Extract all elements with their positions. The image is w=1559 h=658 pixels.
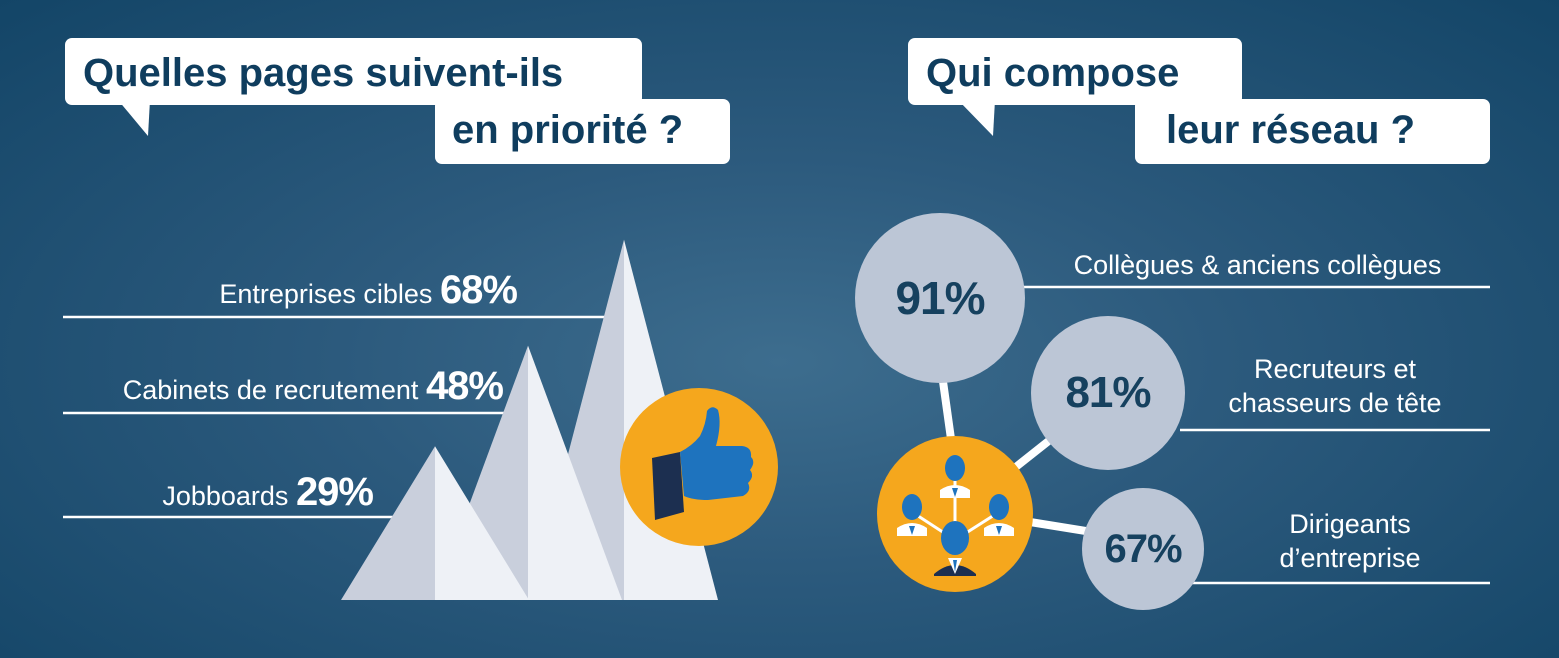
title-right-line1: Qui compose	[926, 51, 1180, 95]
net-label-recruteurs: Recruteurs et chasseurs de tête	[1190, 352, 1480, 420]
title-bubble-left-line2: en priorité ?	[435, 99, 730, 164]
peak-jobboards-shadow-face	[341, 446, 435, 600]
title-bubble-right-line1: Qui compose	[908, 38, 1242, 105]
network-people-icon	[877, 436, 1033, 592]
category-label-line2: d’entreprise	[1279, 543, 1421, 573]
category-label: Jobboards	[162, 481, 289, 511]
circle-pct-91: 91%	[895, 272, 985, 324]
circle-pct-67: 67%	[1104, 526, 1182, 571]
circle-67	[1082, 488, 1204, 610]
category-label-line2: chasseurs de tête	[1228, 388, 1442, 418]
net-label-dirigeants: Dirigeants d’entreprise	[1210, 507, 1490, 575]
title-right-line2: leur réseau ?	[1166, 108, 1416, 152]
title-bubble-left-line1: Quelles pages suivent-ils	[65, 38, 642, 105]
stat-label-cabinets: Cabinets de recrutement 48%	[122, 364, 504, 409]
category-label-line1: Dirigeants	[1289, 509, 1411, 539]
bubble-tail-right	[958, 100, 995, 136]
peak-jobboards	[341, 446, 529, 600]
category-label-line1: Recruteurs et	[1253, 354, 1417, 384]
category-label: Entreprises cibles	[219, 279, 433, 309]
category-label: Cabinets de recrutement	[122, 375, 419, 405]
category-label: Collègues & anciens collègues	[1073, 250, 1442, 280]
value-label: 68%	[439, 268, 518, 312]
connector-67	[1029, 518, 1093, 536]
peak-jobboards-light-face	[435, 446, 529, 600]
circle-pct-81: 81%	[1065, 368, 1151, 417]
bubble-tail-left	[118, 100, 150, 136]
net-label-collegues: Collègues & anciens collègues	[1030, 248, 1485, 282]
title-bubble-right-line2: leur réseau ?	[1135, 99, 1490, 164]
thumbs-up-icon	[620, 388, 778, 546]
circle-81	[1031, 316, 1185, 470]
stat-label-jobboards: Jobboards 29%	[162, 470, 374, 515]
title-left-line2: en priorité ?	[452, 108, 684, 152]
value-label: 29%	[295, 470, 374, 514]
title-left-line1: Quelles pages suivent-ils	[83, 51, 564, 95]
peak-entreprises-shadow-face	[530, 239, 624, 600]
stat-label-entreprises: Entreprises cibles 68%	[219, 268, 518, 313]
circle-91	[855, 213, 1025, 383]
peak-cabinets-light-face	[528, 345, 622, 600]
value-label: 48%	[425, 364, 504, 408]
